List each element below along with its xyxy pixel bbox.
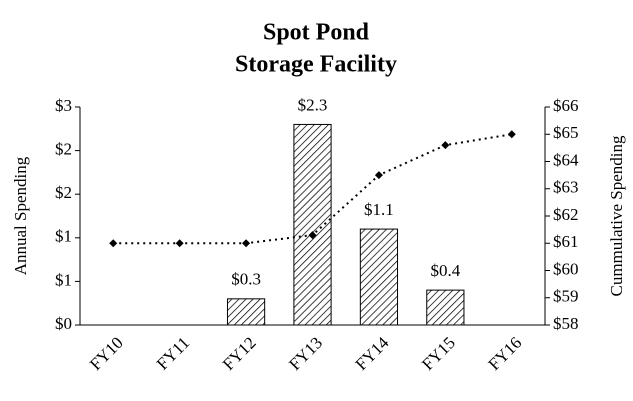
x-tick-label: FY16 xyxy=(485,333,526,374)
y-tick-label: $0 xyxy=(55,314,72,333)
x-tick-label: FY11 xyxy=(153,333,193,373)
x-tick-label: FY14 xyxy=(352,333,393,374)
y-tick-label: $1 xyxy=(55,227,72,246)
bar xyxy=(226,298,266,326)
y2-tick-label: $61 xyxy=(553,232,579,251)
y-tick-label: $1 xyxy=(55,270,72,289)
line-marker xyxy=(507,130,516,139)
chart-title: Storage Facility xyxy=(235,52,397,78)
x-tick-label: FY12 xyxy=(219,333,260,374)
x-tick-label: FY13 xyxy=(285,333,326,374)
data-label: $1.1 xyxy=(364,200,394,219)
line-marker xyxy=(308,231,317,240)
bar xyxy=(426,289,465,326)
y2-tick-label: $63 xyxy=(553,178,579,197)
data-label: $0.4 xyxy=(430,261,460,280)
line-marker xyxy=(109,239,118,248)
y2-tick-label: $65 xyxy=(553,123,579,142)
chart-title: Spot Pond xyxy=(263,20,370,46)
data-label: $2.3 xyxy=(298,95,328,114)
bar xyxy=(293,123,332,326)
data-label: $0.3 xyxy=(231,270,261,289)
x-tick-label: FY15 xyxy=(418,333,459,374)
y2-axis-title: Cummulative Spending xyxy=(607,135,626,297)
x-tick-label: FY10 xyxy=(86,333,127,374)
y2-tick-label: $60 xyxy=(553,259,579,278)
line-marker xyxy=(175,239,184,248)
line-marker xyxy=(242,239,251,248)
y2-tick-label: $66 xyxy=(553,96,579,115)
y-tick-label: $2 xyxy=(55,140,72,159)
y-axis-title: Annual Spending xyxy=(11,156,30,275)
y2-tick-label: $58 xyxy=(553,314,579,333)
y2-tick-label: $59 xyxy=(553,287,579,306)
line-marker xyxy=(441,141,450,150)
y-tick-label: $3 xyxy=(55,96,72,115)
bar xyxy=(359,228,399,326)
y2-tick-label: $62 xyxy=(553,205,579,224)
y-tick-label: $2 xyxy=(55,183,72,202)
y2-tick-label: $64 xyxy=(553,150,579,169)
line-marker xyxy=(374,171,383,180)
